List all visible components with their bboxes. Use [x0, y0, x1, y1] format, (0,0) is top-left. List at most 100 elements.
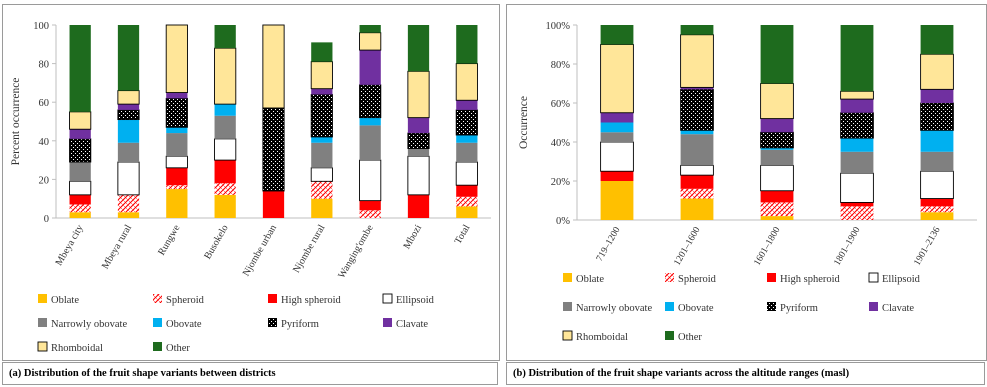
- bar-segment-pyriform: [359, 84, 382, 119]
- legend-swatch: [562, 330, 573, 341]
- bar-segment-clavate: [407, 117, 430, 134]
- bar-segment-clavate: [166, 92, 188, 99]
- bar-segment-spheroid: [680, 188, 714, 199]
- bar-segment-pyriform: [117, 109, 140, 121]
- legend-item-narrowly-obovate: Narrowly obovate: [563, 302, 652, 314]
- bar-segment-rhomboidal: [920, 53, 954, 90]
- legend-item-rhomboidal: Rhomboidal: [562, 330, 628, 343]
- x-tick-label: Wanging'ombe: [336, 223, 376, 281]
- y-tick-label: 0: [44, 214, 49, 225]
- bar-stack-busokelo: [214, 25, 237, 218]
- legend-swatch: [869, 302, 878, 311]
- x-tick-label: 1901–2136: [913, 225, 943, 267]
- bar-segment-clavate: [359, 50, 381, 85]
- bar-segment-pyriform: [680, 88, 714, 131]
- bar-segment-other: [407, 25, 430, 72]
- bar-segment-obovate: [359, 117, 381, 126]
- bar-segment-pyriform: [760, 131, 794, 149]
- bar-segment-pyriform: [262, 107, 285, 192]
- bar-segment-clavate: [920, 89, 954, 103]
- y-axis-title: Occurrence: [518, 96, 530, 149]
- legend-swatch: [153, 294, 162, 303]
- legend-item-obovate: Obovate: [665, 302, 714, 314]
- bar-segment-spheroid: [311, 181, 333, 199]
- bar-segment-rhomboidal: [310, 61, 333, 90]
- x-tick-label: Mbeya city: [54, 223, 86, 268]
- legend-swatch: [37, 341, 48, 352]
- bar-segment-ellipsoid: [455, 161, 478, 186]
- legend-label: Oblate: [576, 274, 604, 285]
- bar-segment-narrowly-obovate: [920, 151, 954, 172]
- bar-stack-mbozi: [407, 25, 430, 218]
- y-tick-label: 100%: [546, 21, 571, 32]
- bar-segment-other: [214, 25, 236, 49]
- bar-stack-1901-2136: [920, 25, 954, 220]
- bar-segment-oblate: [920, 212, 954, 220]
- x-tick-label: 719–1200: [595, 225, 623, 263]
- legend-swatch: [268, 294, 277, 303]
- bar-segment-high-spheroid: [600, 171, 634, 181]
- bar-segment-oblate: [311, 198, 333, 218]
- bar-segment-ellipsoid: [407, 155, 430, 196]
- legend-label: Ellipsoid: [882, 274, 921, 285]
- x-tick-label: Njombe rural: [291, 223, 327, 275]
- legend-swatch: [563, 302, 572, 311]
- bar-stack-1801-1900: [840, 25, 874, 220]
- bar-segment-high-spheroid: [760, 190, 794, 203]
- legend: Oblate Spheroid High spheroid Ellipsoid Narr…: [562, 272, 921, 343]
- legend-label: Rhomboidal: [576, 332, 628, 343]
- bar-stack-mbeya-city: [69, 25, 92, 218]
- plot-area: 0% 20% 40% 60% 80% 100% Occurrence 719–1200 1201…: [518, 21, 977, 268]
- legend-label: Oblate: [51, 295, 79, 306]
- bar-segment-other: [359, 25, 381, 33]
- bar-segment-pyriform: [407, 132, 430, 149]
- bar-segment-other: [456, 25, 478, 64]
- bar-segment-rhomboidal: [455, 63, 478, 101]
- bar-segment-rhomboidal: [680, 34, 714, 88]
- chart-svg-altitude: 0% 20% 40% 60% 80% 100% Occurrence 719–1200 1201…: [518, 21, 977, 343]
- bar-segment-high-spheroid: [359, 200, 381, 211]
- x-tick-label: Mbeya rural: [100, 223, 134, 271]
- bar-segment-rhomboidal: [600, 44, 634, 114]
- bar-segment-spheroid: [920, 206, 954, 213]
- bar-segment-narrowly-obovate: [840, 151, 874, 174]
- bar-segment-oblate: [69, 212, 91, 218]
- x-tick-label: Total: [453, 223, 473, 246]
- bar-segment-clavate: [69, 129, 91, 139]
- y-tick-label: 80: [39, 60, 50, 71]
- bar-segment-other: [600, 25, 634, 45]
- bar-segment-other: [840, 25, 874, 92]
- x-tick-label: Mbozi: [402, 223, 425, 251]
- legend-item-narrowly-obovate: Narrowly obovate: [38, 318, 127, 330]
- bar-segment-clavate: [311, 88, 333, 95]
- bar-segment-obovate: [760, 147, 794, 150]
- bar-segment-rhomboidal: [840, 90, 874, 100]
- chart-panel-districts: 0 20 40 60 80 100 Percent occurrence Mbeya city…: [2, 4, 500, 361]
- bar-segment-rhomboidal: [407, 70, 430, 119]
- y-tick-label: 60%: [551, 99, 571, 110]
- bar-stack-1201-1600: [680, 25, 714, 220]
- bar-segment-oblate: [456, 206, 478, 218]
- legend-item-oblate: Oblate: [563, 273, 604, 285]
- bar-segment-spheroid: [760, 202, 794, 217]
- bar-segment-other: [311, 42, 333, 62]
- y-tick-label: 40: [39, 137, 50, 148]
- legend-label: Narrowly obovate: [51, 319, 127, 330]
- legend-item-rhomboidal: Rhomboidal: [37, 341, 103, 354]
- bar-segment-high-spheroid: [920, 198, 954, 207]
- legend-item-clavate: Clavate: [383, 318, 428, 330]
- legend-swatch: [38, 294, 47, 303]
- bar-segment-narrowly-obovate: [117, 142, 140, 163]
- bar-segment-obovate: [840, 138, 874, 152]
- legend: Oblate Spheroid High spheroid Ellipsoid Narr…: [37, 293, 435, 354]
- legend-swatch: [153, 342, 162, 351]
- legend-swatch: [665, 331, 674, 340]
- legend-swatch: [382, 293, 393, 304]
- bar-segment-spheroid: [214, 183, 236, 195]
- y-tick-label: 80%: [551, 60, 571, 71]
- bar-segment-oblate: [166, 189, 188, 218]
- y-tick-label: 20: [39, 175, 50, 186]
- bar-segment-clavate: [600, 112, 634, 123]
- legend-item-pyriform: Pyriform: [767, 302, 818, 314]
- bar-stack-total: [455, 25, 478, 218]
